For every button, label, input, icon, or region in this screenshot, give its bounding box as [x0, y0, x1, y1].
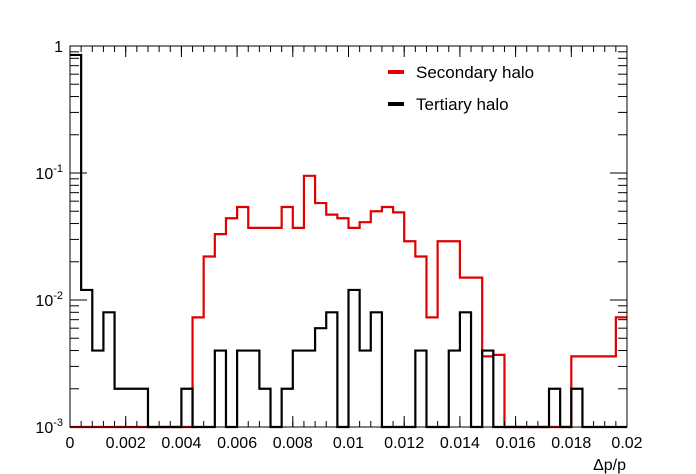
x-tick-label: 0 — [66, 435, 75, 452]
y-tick-label: 10-2 — [35, 290, 63, 310]
x-tick-label: 0.004 — [161, 435, 201, 452]
x-tick-label: 0.018 — [551, 435, 591, 452]
x-tick-label: 0.014 — [440, 435, 480, 452]
series-line-2 — [70, 53, 627, 429]
y-tick-label: 1 — [54, 39, 63, 56]
legend-label: Tertiary halo — [416, 95, 509, 114]
x-tick-label: 0.02 — [611, 435, 642, 452]
legend-entry-1: Secondary halo — [388, 63, 534, 82]
legend-label: Secondary halo — [416, 63, 534, 82]
legend: Secondary halo Tertiary halo — [388, 63, 534, 114]
x-tick-label: 0.012 — [384, 435, 424, 452]
series-layer — [70, 53, 627, 429]
series-line-1 — [70, 174, 627, 429]
series-2 — [70, 53, 627, 429]
y-tick-label: 10-3 — [35, 417, 63, 437]
series-1 — [70, 174, 627, 429]
x-axis-title: Δp/p — [593, 457, 626, 474]
x-tick-label: 0.01 — [333, 435, 364, 452]
x-tick-label: 0.002 — [106, 435, 146, 452]
x-tick-label: 0.006 — [217, 435, 257, 452]
x-tick-label: 0.016 — [496, 435, 536, 452]
legend-entry-2: Tertiary halo — [388, 95, 509, 114]
x-tick-label: 0.008 — [273, 435, 313, 452]
y-tick-label: 10-1 — [35, 163, 63, 183]
axis-layer: 0 0.002 0.004 0.006 0.008 0.01 0.012 0.014 0.016… — [35, 39, 642, 452]
